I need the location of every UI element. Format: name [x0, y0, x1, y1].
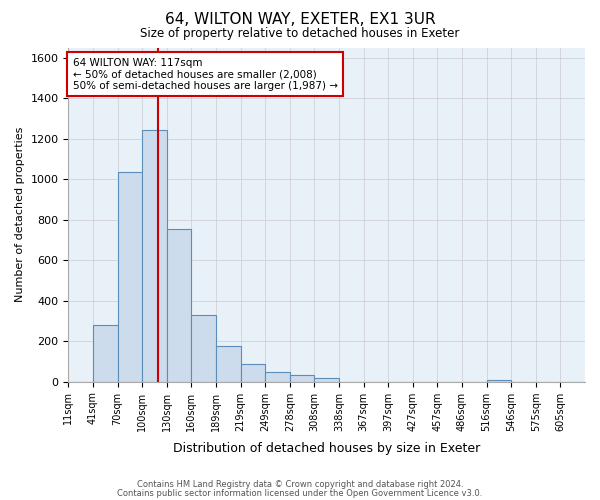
Bar — [191, 315, 216, 382]
Bar — [265, 372, 290, 382]
Bar — [167, 229, 191, 382]
X-axis label: Distribution of detached houses by size in Exeter: Distribution of detached houses by size … — [173, 442, 481, 455]
Text: 64, WILTON WAY, EXETER, EX1 3UR: 64, WILTON WAY, EXETER, EX1 3UR — [164, 12, 436, 28]
Bar — [290, 374, 314, 382]
Bar — [142, 130, 167, 382]
Bar — [93, 325, 118, 382]
Bar — [487, 380, 511, 382]
Text: Size of property relative to detached houses in Exeter: Size of property relative to detached ho… — [140, 28, 460, 40]
Bar — [241, 364, 265, 382]
Bar — [216, 346, 241, 382]
Text: Contains HM Land Registry data © Crown copyright and database right 2024.: Contains HM Land Registry data © Crown c… — [137, 480, 463, 489]
Y-axis label: Number of detached properties: Number of detached properties — [15, 127, 25, 302]
Bar — [314, 378, 339, 382]
Text: 64 WILTON WAY: 117sqm
← 50% of detached houses are smaller (2,008)
50% of semi-d: 64 WILTON WAY: 117sqm ← 50% of detached … — [73, 58, 338, 90]
Text: Contains public sector information licensed under the Open Government Licence v3: Contains public sector information licen… — [118, 488, 482, 498]
Bar — [118, 172, 142, 382]
